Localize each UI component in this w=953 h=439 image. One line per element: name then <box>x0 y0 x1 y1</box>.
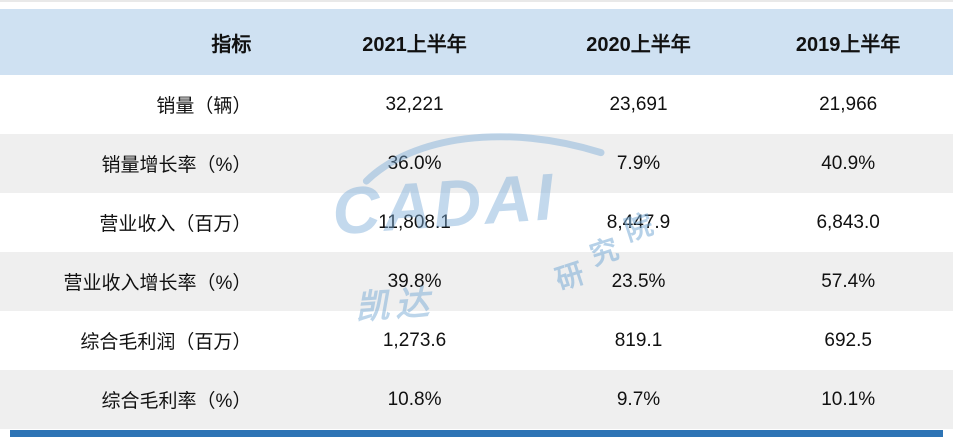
table-row: 综合毛利润（百万） 1,273.6 819.1 692.5 <box>0 311 953 370</box>
cell-value: 23,691 <box>609 93 668 115</box>
table-row: 销量（辆） 32,221 23,691 21,966 <box>0 75 953 134</box>
cell-value: 9.7% <box>616 388 661 410</box>
cell-value: 819.1 <box>614 329 663 351</box>
row-label: 综合毛利润（百万） <box>80 332 252 353</box>
cell-value: 32,221 <box>385 93 444 115</box>
column-header-metric: 指标 <box>0 9 296 75</box>
table-row: 综合毛利率（%） 10.8% 9.7% 10.1% <box>0 370 953 429</box>
cell-value: 8,447.9 <box>606 211 671 233</box>
cell-value: 40.9% <box>821 152 876 174</box>
row-label: 销量（辆） <box>156 96 252 117</box>
cell-value: 36.0% <box>387 152 442 174</box>
cell-value: 6,843.0 <box>816 211 880 233</box>
table-row: 营业收入（百万） 11,808.1 8,447.9 6,843.0 <box>0 193 953 252</box>
table-row: 销量增长率（%） 36.0% 7.9% 40.9% <box>0 134 953 193</box>
cell-value: 692.5 <box>824 329 872 351</box>
header-row: 指标 2021上半年 2020上半年 2019上半年 <box>0 9 953 75</box>
row-label: 营业收入增长率（%） <box>63 273 252 294</box>
cell-value: 7.9% <box>616 152 661 174</box>
row-label: 综合毛利率（%） <box>101 391 252 412</box>
cell-value: 10.1% <box>821 388 876 410</box>
column-header-2019h1: 2019上半年 <box>743 9 953 75</box>
cell-value: 39.8% <box>387 270 442 292</box>
cell-value: 1,273.6 <box>382 329 447 351</box>
cell-value: 57.4% <box>821 270 876 292</box>
cell-value: 10.8% <box>387 388 442 410</box>
table-row: 营业收入增长率（%） 39.8% 23.5% 57.4% <box>0 252 953 311</box>
column-header-2020h1: 2020上半年 <box>533 9 744 75</box>
cell-value: 23.5% <box>611 270 666 292</box>
cell-value: 11,808.1 <box>378 211 451 233</box>
bottom-accent-bar <box>10 430 943 437</box>
row-label: 销量增长率（%） <box>101 155 252 176</box>
financial-metrics-table: 指标 2021上半年 2020上半年 2019上半年 销量（辆） 32,221 … <box>0 9 953 429</box>
row-label: 营业收入（百万） <box>99 214 252 235</box>
cell-value: 21,966 <box>819 93 878 115</box>
column-header-2021h1: 2021上半年 <box>295 9 534 75</box>
